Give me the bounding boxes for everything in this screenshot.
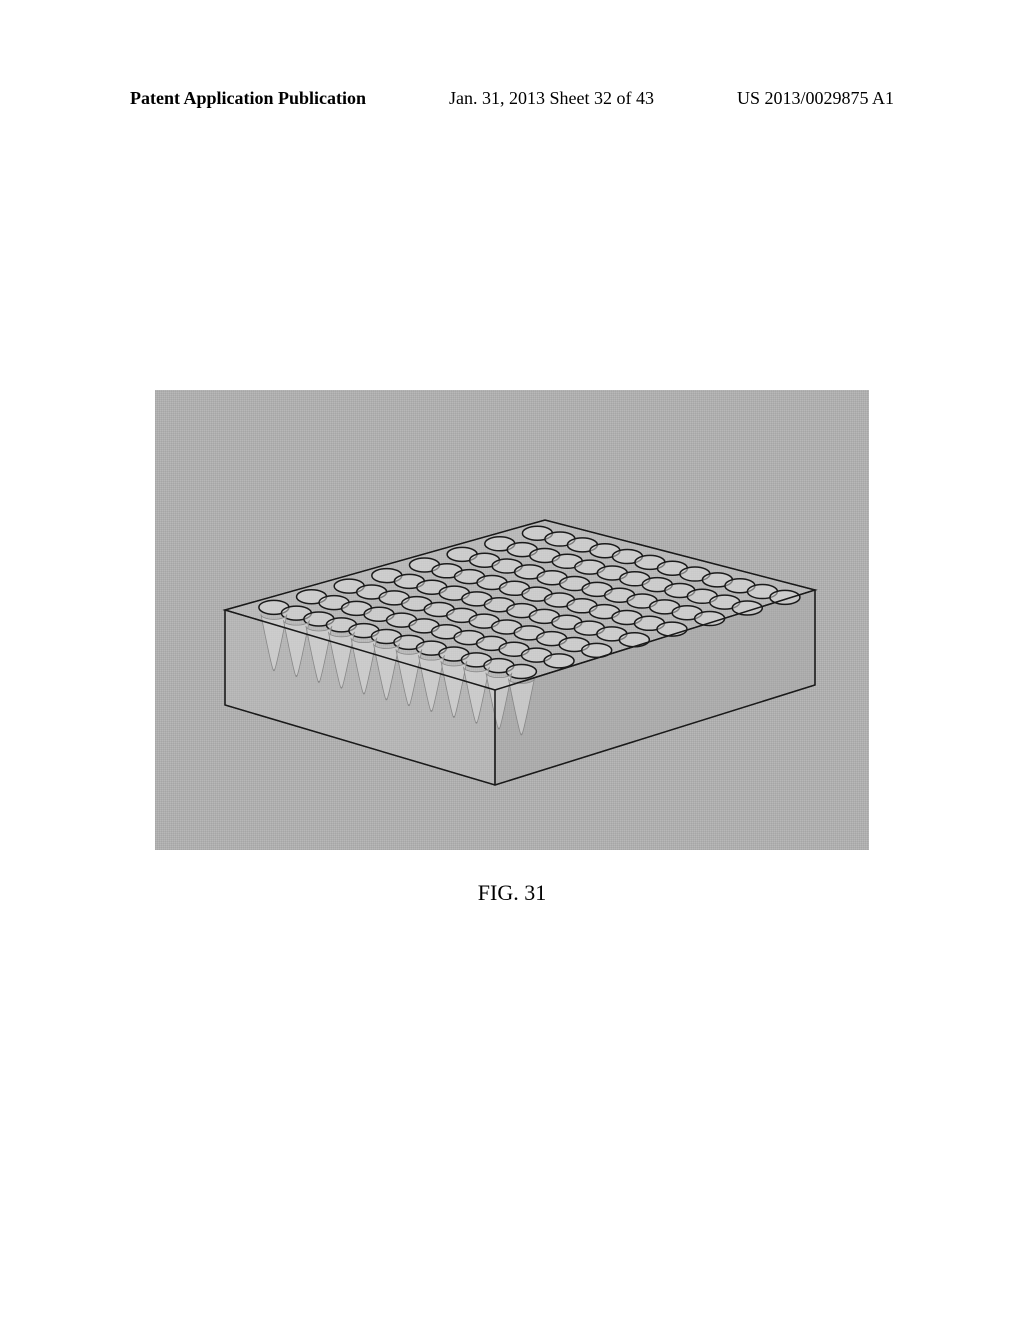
figure-caption: FIG. 31 [0,880,1024,906]
publication-number: US 2013/0029875 A1 [737,88,894,109]
well-plate-diagram [155,390,869,850]
page-header: Patent Application Publication Jan. 31, … [130,88,894,109]
figure-image [155,390,869,850]
date-sheet-info: Jan. 31, 2013 Sheet 32 of 43 [449,88,654,109]
publication-type: Patent Application Publication [130,88,366,109]
